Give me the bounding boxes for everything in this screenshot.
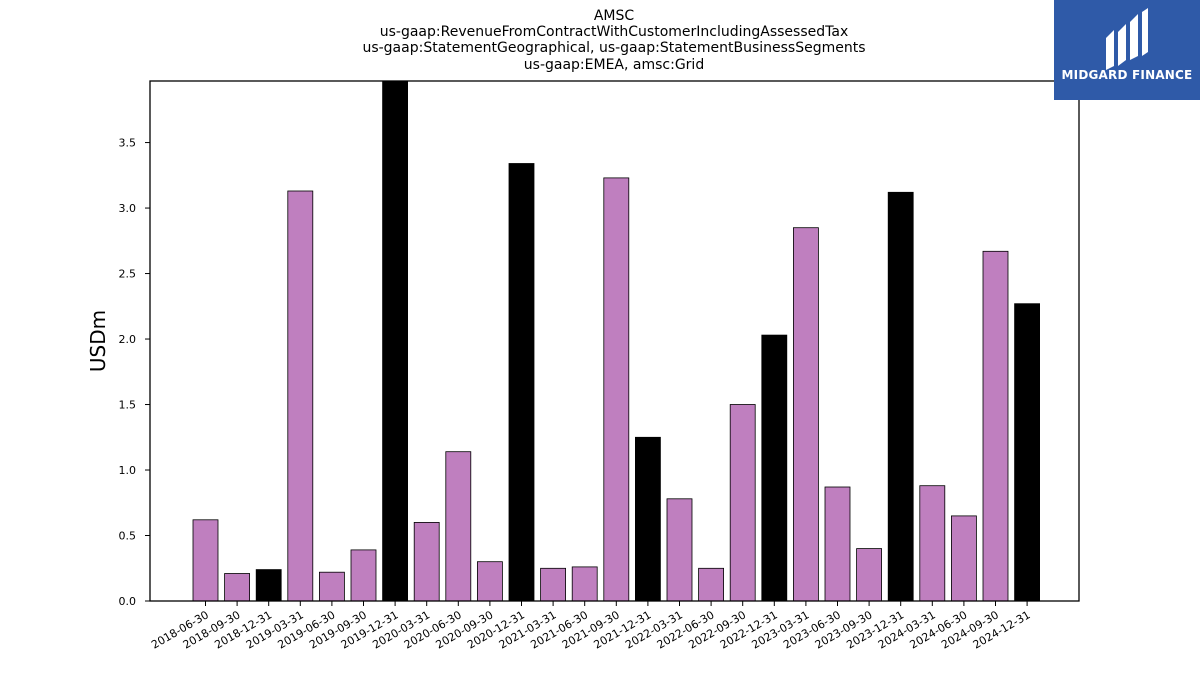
bar-2018-06-30 [192, 519, 219, 602]
bar-2023-06-30 [824, 486, 851, 602]
bar-2024-12-31 [1014, 303, 1040, 602]
bar-2023-03-31 [793, 227, 819, 602]
bar-2021-12-31 [635, 436, 661, 602]
chart-title-line-3: us-gaap:StatementGeographical, us-gaap:S… [362, 40, 865, 56]
bar-2019-12-31 [382, 80, 409, 602]
y-tick-label: 2.5 [119, 268, 137, 281]
logo-text: MIDGARD FINANCE [1061, 68, 1193, 82]
plot-frame [149, 80, 1080, 602]
y-axis-label: USDm [86, 310, 110, 372]
y-tick-label: 2.0 [119, 333, 137, 346]
chart-title-line-2: us-gaap:RevenueFromContractWithCustomerI… [380, 24, 849, 40]
bar-2021-03-31 [540, 567, 566, 602]
bars-group [192, 80, 1040, 602]
bar-2019-06-30 [318, 571, 345, 602]
midgard-logo-icon [1106, 8, 1148, 70]
x-axis: 2018-06-302018-09-302018-12-312019-03-31… [149, 601, 1033, 652]
chart-title: AMSC us-gaap:RevenueFromContractWithCust… [362, 8, 865, 73]
bar-2023-12-31 [887, 191, 914, 602]
bar-2021-09-30 [603, 177, 630, 602]
bar-2020-09-30 [476, 561, 503, 602]
y-axis: 0.0 0.5 1.0 1.5 2.0 2.5 3.0 3.5 [119, 137, 150, 608]
bar-2021-06-30 [571, 566, 598, 602]
y-tick-label: 1.5 [119, 399, 137, 412]
bar-2018-12-31 [255, 569, 282, 602]
bar-2024-09-30 [982, 250, 1009, 602]
y-tick-label: 3.5 [119, 137, 137, 150]
y-tick-label: 0.5 [119, 530, 137, 543]
chart-title-line-1: AMSC [594, 8, 635, 24]
bar-2018-09-30 [224, 573, 251, 602]
bar-2022-06-30 [698, 567, 724, 602]
chart-title-line-4: us-gaap:EMEA, amsc:Grid [524, 57, 704, 73]
y-tick-label: 0.0 [119, 595, 137, 608]
bar-2022-03-31 [666, 498, 693, 602]
bar-2020-03-31 [413, 522, 440, 602]
brand-logo: MIDGARD FINANCE [1054, 0, 1200, 100]
bar-2022-09-30 [729, 404, 756, 602]
bar-2023-09-30 [856, 548, 882, 602]
bar-2020-12-31 [508, 163, 535, 602]
bar-2024-06-30 [951, 515, 977, 602]
y-tick-label: 1.0 [119, 464, 137, 477]
bar-2024-03-31 [919, 485, 946, 602]
bar-2022-12-31 [761, 334, 788, 602]
y-tick-label: 3.0 [119, 202, 137, 215]
bar-2019-03-31 [287, 190, 314, 602]
bar-2019-09-30 [350, 549, 377, 602]
bar-2020-06-30 [445, 451, 472, 602]
